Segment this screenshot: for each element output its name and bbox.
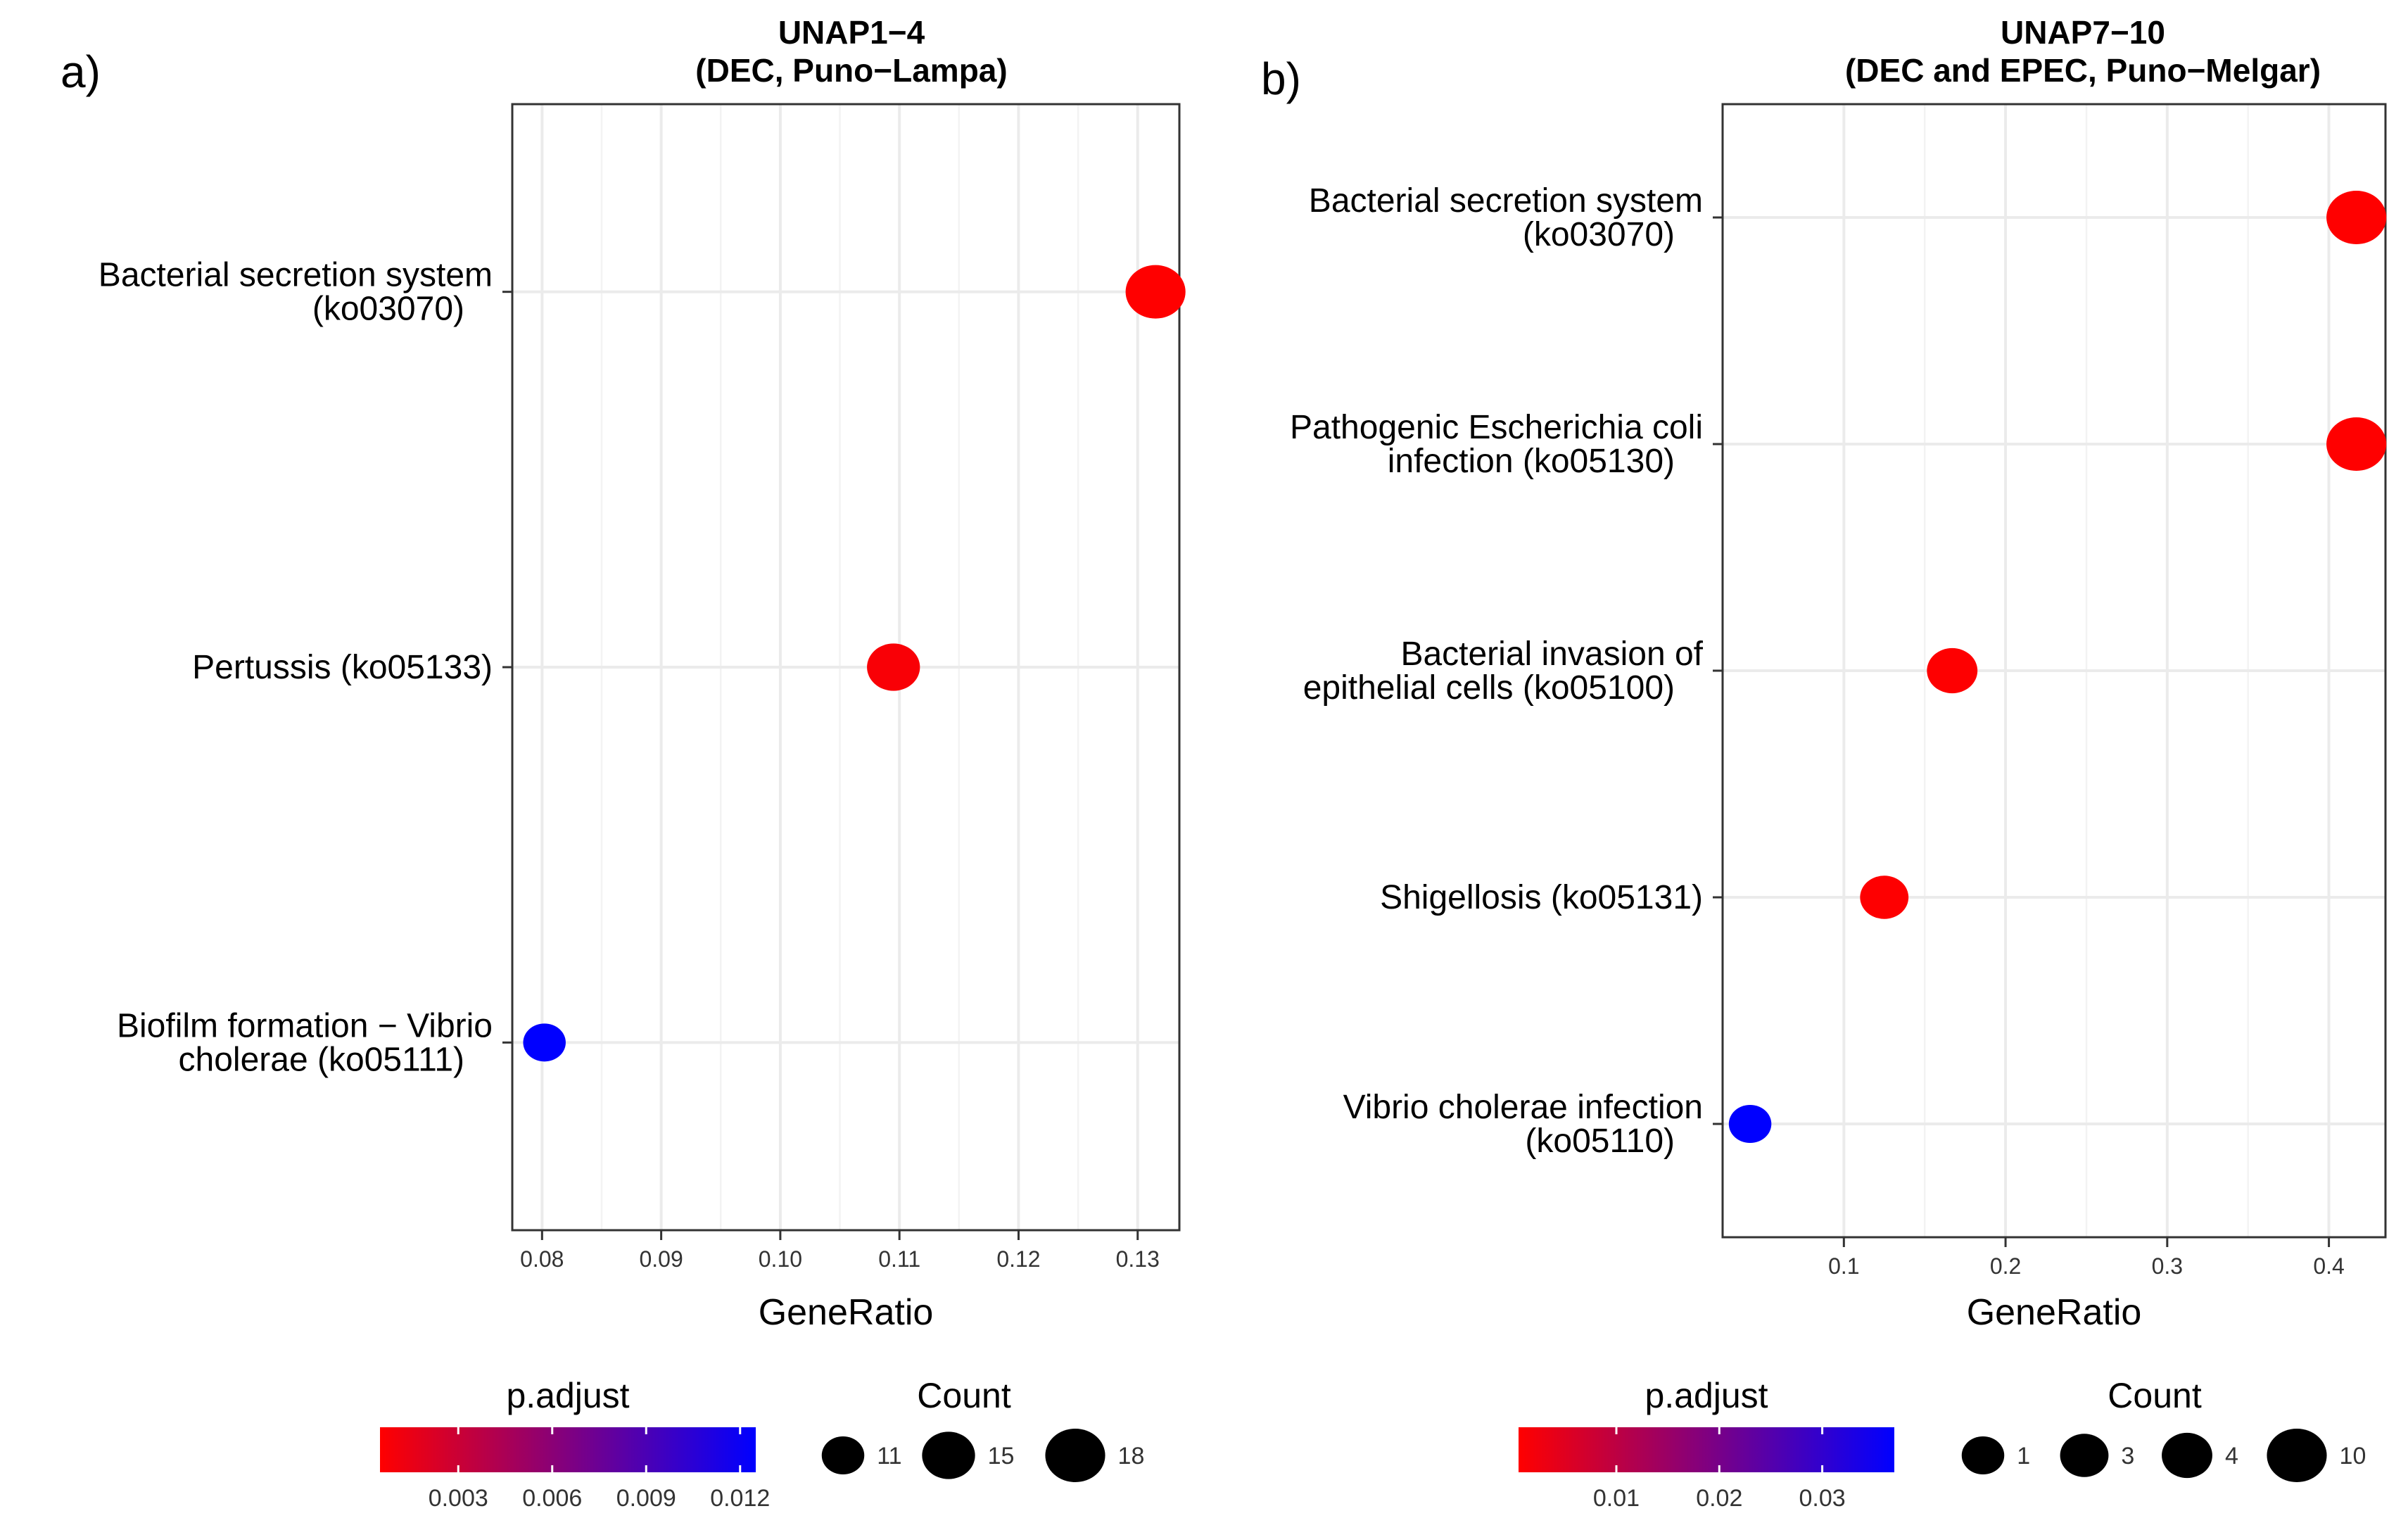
chart-title-line: UNAP1−4 — [778, 14, 925, 51]
size-legend-key — [2060, 1434, 2109, 1477]
colorbar-tick-label: 0.006 — [522, 1485, 582, 1512]
size-legend-label: 15 — [988, 1443, 1015, 1469]
y-tick-label: Pertussis (ko05133) — [192, 649, 493, 686]
x-tick-label: 0.4 — [2313, 1253, 2344, 1279]
size-legend-label: 11 — [877, 1443, 901, 1469]
data-point — [1728, 1105, 1772, 1143]
x-tick-label: 0.12 — [996, 1246, 1040, 1272]
y-tick-label: Pathogenic Escherichia coli — [1290, 409, 1703, 446]
data-point — [867, 643, 920, 691]
y-tick-label: Bacterial invasion of — [1400, 636, 1703, 673]
size-legend-label: 10 — [2340, 1443, 2366, 1469]
y-tick-label: (ko03070) — [312, 291, 464, 328]
x-tick-label: 0.2 — [1990, 1253, 2021, 1279]
panel-letter: b) — [1261, 53, 1301, 104]
data-point — [523, 1023, 566, 1062]
size-legend-key — [1961, 1436, 2005, 1474]
colorbar-tick-label: 0.02 — [1696, 1485, 1742, 1512]
x-tick-label: 0.10 — [759, 1246, 802, 1272]
panel-a: a) UNAP1−4(DEC, Puno−Lampa) 0.08 0.09 0.10 0.… — [61, 14, 1186, 1512]
y-tick-label: Bacterial secretion system — [99, 257, 493, 294]
chart-title-line: (DEC and EPEC, Puno−Melgar) — [1845, 52, 2321, 89]
y-tick-label: (ko05110) — [1525, 1123, 1675, 1160]
colorbar-tick-label: 0.003 — [429, 1485, 488, 1512]
x-tick-label: 0.13 — [1116, 1246, 1160, 1272]
x-tick-label: 0.1 — [1828, 1253, 1859, 1279]
legend: p.adjust 0.003 0.006 0.009 0.012 Count 11 15 18 — [380, 1376, 1144, 1512]
x-axis-title: GeneRatio — [759, 1292, 934, 1333]
size-legend-key — [1045, 1429, 1105, 1482]
x-tick-label: 0.09 — [639, 1246, 683, 1272]
y-tick-label: Vibrio cholerae infection — [1343, 1089, 1703, 1126]
data-point — [1927, 647, 1978, 694]
data-point — [2326, 191, 2387, 244]
size-legend-label: 18 — [1118, 1443, 1145, 1469]
colorbar-tick-label: 0.01 — [1593, 1485, 1640, 1512]
size-legend-label: 1 — [2017, 1443, 2030, 1469]
panel-b: b) UNAP7−10(DEC and EPEC, Puno−Melgar) 0.1… — [1261, 14, 2387, 1512]
data-point — [1125, 265, 1186, 319]
color-legend-title: p.adjust — [506, 1376, 629, 1415]
panel-letter: a) — [61, 46, 101, 97]
size-legend-key — [2162, 1432, 2212, 1479]
y-tick-label: (ko03070) — [1523, 216, 1675, 253]
x-tick-label: 0.08 — [520, 1246, 564, 1272]
colorbar — [1519, 1427, 1894, 1472]
data-point — [2326, 417, 2387, 471]
size-legend-key — [922, 1431, 975, 1479]
chart-title-line: (DEC, Puno−Lampa) — [695, 52, 1007, 89]
y-tick-label: Shigellosis (ko05131) — [1380, 879, 1703, 916]
colorbar-tick-label: 0.012 — [710, 1485, 770, 1512]
x-tick-label: 0.3 — [2152, 1253, 2183, 1279]
colorbar-tick-label: 0.009 — [616, 1485, 676, 1512]
colorbar-tick-label: 0.03 — [1799, 1485, 1845, 1512]
x-axis-title: GeneRatio — [1967, 1292, 2142, 1333]
data-point — [1860, 875, 1909, 919]
colorbar — [380, 1427, 756, 1472]
chart-title-line: UNAP7−10 — [2001, 14, 2165, 51]
size-legend-title: Count — [917, 1376, 1011, 1415]
size-legend-label: 4 — [2225, 1443, 2238, 1469]
legend: p.adjust 0.01 0.02 0.03 Count 1 3 4 10 — [1519, 1376, 2366, 1512]
x-tick-label: 0.11 — [878, 1246, 920, 1272]
y-tick-label: Biofilm formation − Vibrio — [117, 1007, 493, 1044]
y-tick-label: infection (ko05130) — [1388, 443, 1675, 480]
size-legend-key — [821, 1436, 865, 1474]
size-legend-title: Count — [2108, 1376, 2202, 1415]
size-legend-key — [2267, 1429, 2327, 1482]
y-tick-label: cholerae (ko05111) — [179, 1041, 464, 1078]
y-tick-label: epithelial cells (ko05100) — [1303, 669, 1675, 707]
color-legend-title: p.adjust — [1645, 1376, 1768, 1415]
size-legend-label: 3 — [2121, 1443, 2134, 1469]
y-tick-label: Bacterial secretion system — [1309, 182, 1703, 220]
